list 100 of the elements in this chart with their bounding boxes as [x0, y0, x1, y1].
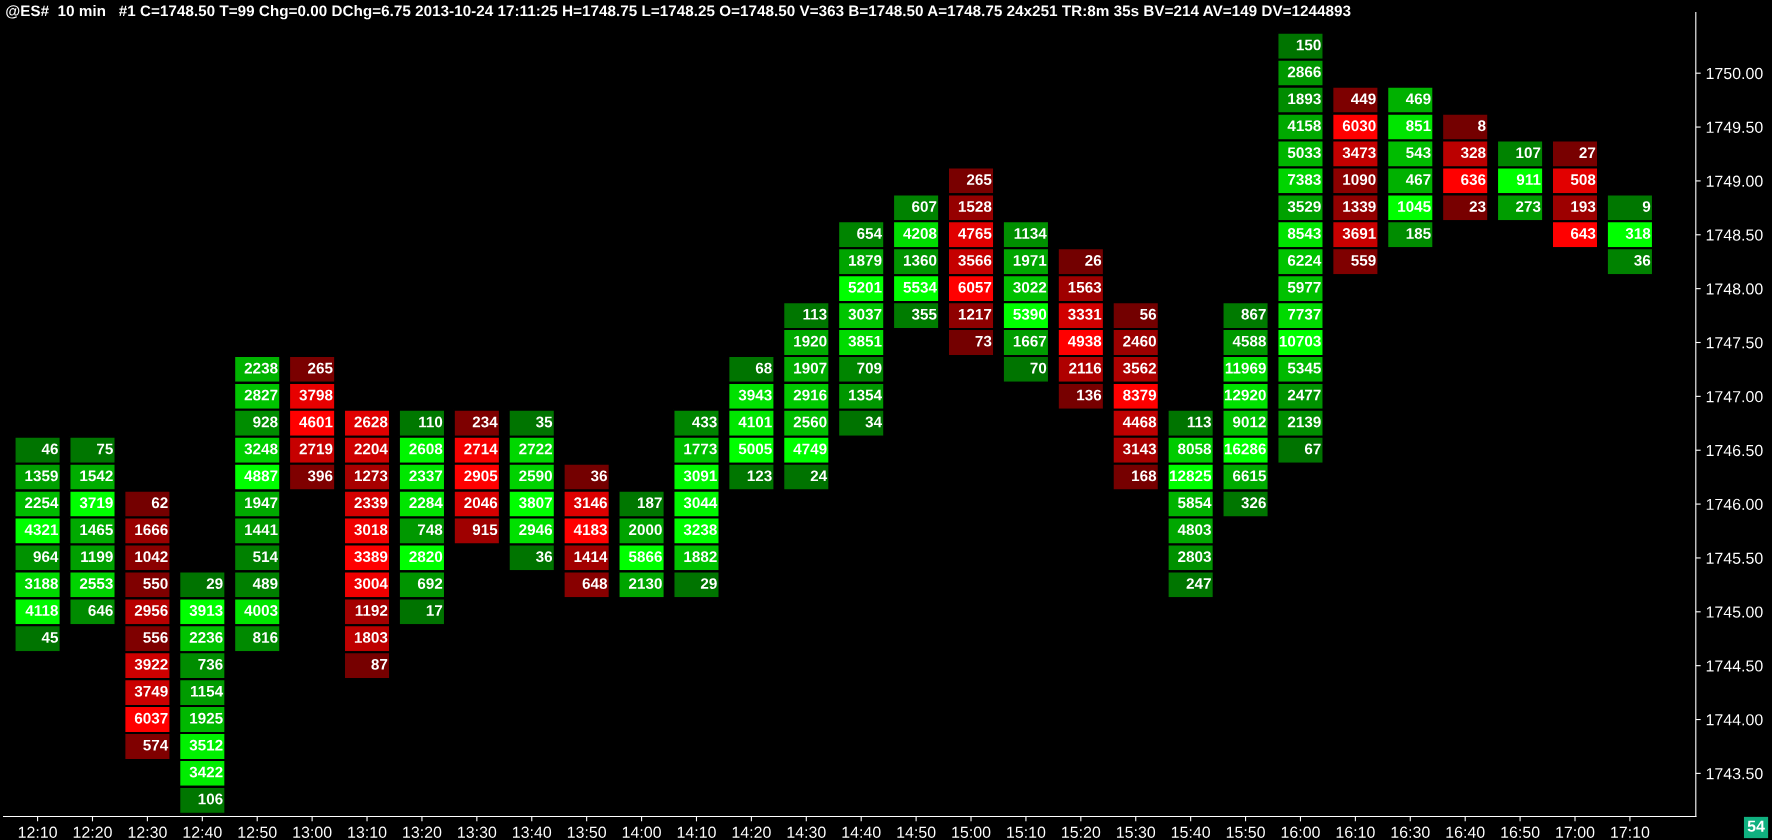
data-label: 35 — [535, 416, 553, 428]
data-label: 1199 — [81, 551, 113, 563]
x-tick-label: 16:10 — [1336, 826, 1375, 838]
data-label: 1154 — [190, 686, 224, 697]
data-label: 9 — [1642, 201, 1651, 212]
data-label: 1339 — [1343, 201, 1376, 212]
data-label: 3943 — [738, 389, 772, 401]
data-label: 7383 — [1288, 174, 1321, 186]
data-label: 2046 — [464, 497, 498, 509]
data-label: 2337 — [409, 470, 443, 482]
x-tick-label: 13:40 — [512, 826, 552, 838]
data-label: 692 — [417, 578, 443, 589]
data-label: 816 — [253, 632, 278, 643]
x-tick-label: 13:20 — [403, 826, 442, 838]
data-label: 1893 — [1288, 93, 1321, 105]
data-label: 56 — [1140, 308, 1157, 320]
data-label: 4588 — [1232, 335, 1266, 347]
data-label: 4118 — [25, 605, 58, 616]
data-label: 24 — [810, 470, 828, 482]
data-label: 607 — [912, 201, 937, 212]
x-tick-label: 14:30 — [787, 826, 826, 838]
data-label: 643 — [1570, 228, 1596, 239]
text: 54 — [1747, 820, 1765, 832]
data-label: 3004 — [354, 578, 388, 589]
data-label: 3512 — [189, 739, 223, 751]
y-tick-label: 1746.00 — [1706, 498, 1763, 511]
x-tick-label: 16:50 — [1501, 826, 1540, 838]
data-label: 185 — [1406, 228, 1431, 239]
data-label: 1414 — [574, 551, 608, 562]
data-label: 68 — [755, 362, 772, 374]
data-label: 3238 — [683, 524, 717, 536]
data-label: 2866 — [1287, 66, 1321, 78]
data-label: 3913 — [189, 605, 223, 616]
y-tick-label: 1744.00 — [1706, 714, 1763, 726]
x-tick-label: 15:50 — [1226, 826, 1265, 838]
data-label: 247 — [1186, 578, 1211, 589]
data-label: 2560 — [793, 416, 827, 428]
data-label: 646 — [88, 605, 113, 616]
data-label: 3422 — [189, 766, 223, 778]
data-label: 70 — [1030, 362, 1047, 374]
data-label: 326 — [1241, 497, 1266, 509]
data-label: 1360 — [903, 254, 937, 266]
data-label: 5866 — [628, 551, 662, 563]
data-label: 636 — [1461, 174, 1486, 186]
data-label: 709 — [857, 362, 882, 374]
data-label: 2000 — [628, 524, 662, 536]
data-label: 5854 — [1178, 497, 1212, 509]
data-label: 6615 — [1233, 470, 1266, 482]
data-label: 193 — [1571, 201, 1596, 212]
data-label: 107 — [1516, 147, 1541, 159]
data-label: 3018 — [354, 524, 388, 536]
data-label: 915 — [472, 524, 498, 536]
data-label: 34 — [865, 416, 882, 428]
data-label: 654 — [857, 228, 882, 239]
data-label: 1907 — [794, 362, 827, 374]
data-label: 559 — [1351, 254, 1376, 266]
data-label: 2339 — [354, 497, 388, 509]
data-label: 3719 — [79, 497, 113, 509]
data-label: 7737 — [1288, 308, 1321, 320]
data-label: 113 — [1187, 416, 1211, 428]
y-tick-label: 1745.00 — [1706, 606, 1763, 618]
data-label: 3044 — [683, 497, 718, 509]
x-tick-label: 17:10 — [1611, 826, 1650, 838]
data-label: 6037 — [134, 712, 168, 724]
data-label: 3331 — [1068, 308, 1102, 320]
data-label: 136 — [1077, 389, 1102, 401]
data-label: 1542 — [80, 470, 113, 482]
data-label: 3562 — [1122, 362, 1156, 374]
y-tick-label: 1748.00 — [1706, 283, 1763, 295]
data-label: 5033 — [1287, 147, 1321, 159]
data-label: 1666 — [135, 524, 168, 536]
data-label: 1920 — [794, 335, 827, 347]
data-label: 4208 — [903, 228, 937, 239]
data-label: 16286 — [1224, 443, 1266, 455]
y-tick-label: 1745.50 — [1706, 552, 1763, 564]
data-label: 508 — [1570, 174, 1596, 186]
data-label: 4887 — [244, 470, 278, 482]
data-label: 187 — [637, 497, 662, 509]
data-label: 1879 — [849, 254, 882, 266]
data-label: 6030 — [1342, 120, 1376, 132]
data-label: 273 — [1516, 201, 1541, 212]
data-label: 514 — [253, 551, 278, 563]
data-label: 469 — [1405, 93, 1431, 105]
data-label: 851 — [1406, 120, 1431, 132]
x-tick-label: 12:40 — [183, 826, 222, 838]
data-label: 10703 — [1279, 335, 1321, 347]
x-tick-label: 15:00 — [952, 826, 991, 838]
x-tick-label: 12:30 — [128, 826, 167, 838]
data-label: 2238 — [244, 362, 278, 374]
data-label: 17 — [426, 605, 443, 616]
y-tick-label: 1749.00 — [1706, 175, 1763, 187]
data-label: 3022 — [1013, 281, 1047, 293]
data-label: 1359 — [25, 470, 58, 482]
x-tick-label: 14:10 — [677, 826, 716, 838]
data-label: 123 — [747, 470, 772, 482]
data-label: 4765 — [958, 228, 992, 239]
data-label: 1134 — [1014, 228, 1047, 239]
data-label: 1192 — [355, 605, 388, 616]
data-label: 433 — [692, 416, 717, 428]
data-label: 62 — [151, 497, 168, 509]
